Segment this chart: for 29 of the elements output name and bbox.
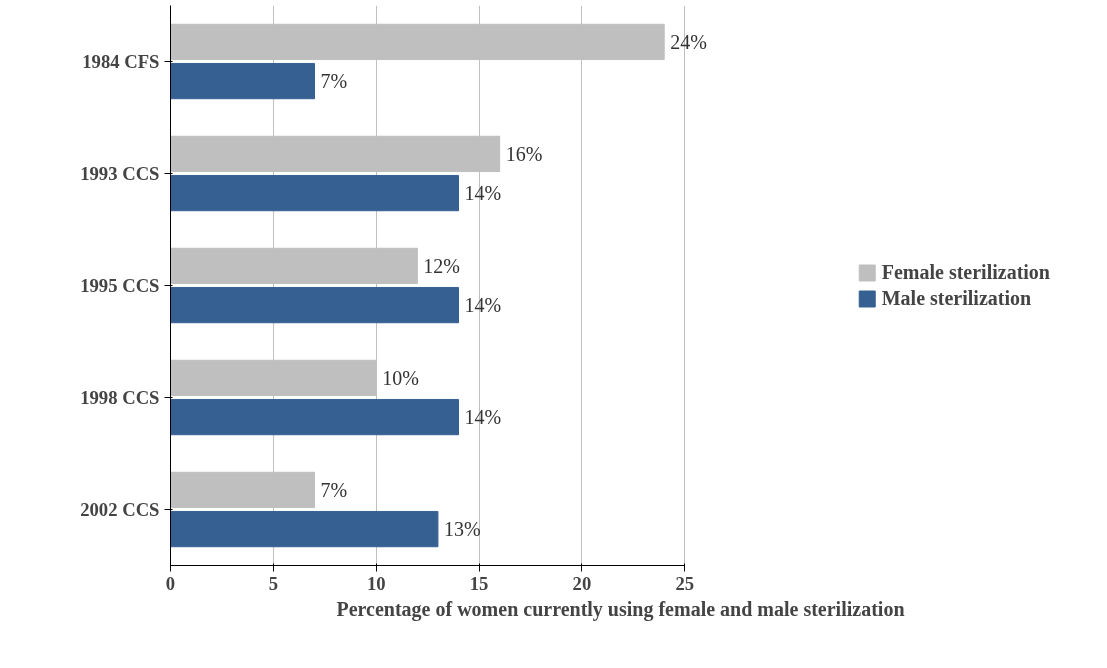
bar — [170, 398, 459, 436]
data-label: 13% — [443, 518, 481, 541]
y-tick-label: 2002 CCS — [80, 499, 160, 520]
x-tick-label: 25 — [675, 572, 695, 594]
x-tick-label: 10 — [366, 572, 386, 594]
bar — [170, 62, 315, 100]
data-label: 14% — [464, 182, 502, 205]
data-label: 12% — [423, 254, 461, 277]
x-axis-title: Percentage of women currently using female and male sterilization — [336, 597, 905, 621]
y-tick-label: 1995 CCS — [80, 275, 160, 296]
bar — [170, 286, 459, 324]
legend-label: Female sterilization — [881, 260, 1050, 284]
data-label: 7% — [320, 70, 348, 93]
bar — [170, 510, 439, 548]
x-tick-label: 20 — [572, 572, 592, 594]
data-label: 14% — [464, 406, 502, 429]
data-label: 7% — [320, 478, 348, 501]
x-tick-label: 15 — [469, 572, 489, 594]
y-tick-label: 1998 CCS — [80, 387, 160, 408]
bar — [170, 174, 459, 212]
y-tick-label: 1993 CCS — [80, 163, 160, 184]
data-label: 16% — [505, 142, 543, 165]
y-tick-label: 1984 CFS — [82, 51, 160, 72]
data-label: 14% — [464, 294, 502, 317]
x-tick-label: 5 — [268, 572, 279, 594]
x-tick-label: 0 — [165, 572, 176, 594]
legend-label: Male sterilization — [881, 286, 1032, 310]
data-label: 10% — [382, 366, 419, 389]
data-label: 24% — [670, 30, 707, 53]
